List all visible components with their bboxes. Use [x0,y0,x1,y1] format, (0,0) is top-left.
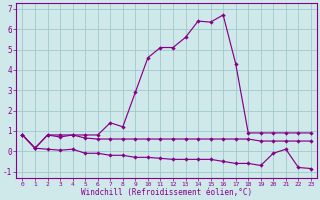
X-axis label: Windchill (Refroidissement éolien,°C): Windchill (Refroidissement éolien,°C) [81,188,252,197]
